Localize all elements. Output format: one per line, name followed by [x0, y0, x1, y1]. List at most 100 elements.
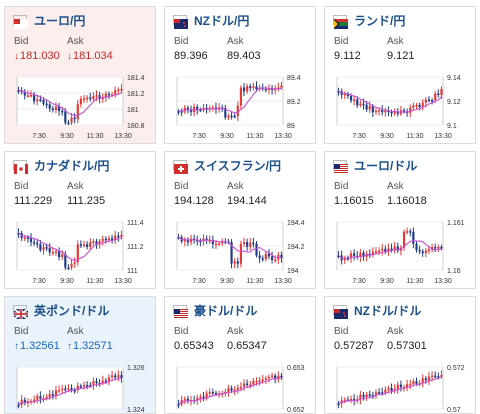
pair-name[interactable]: NZドル/ドル [354, 303, 422, 318]
tile-header[interactable]: 英ポンド/ドル [13, 303, 110, 320]
flag-icon [333, 160, 348, 174]
candle-body [424, 378, 427, 381]
candle-body [110, 375, 114, 378]
chart-x-tick-label: 9:30 [380, 133, 394, 140]
pair-name[interactable]: 豪ドル/ドル [194, 303, 258, 318]
pair-name[interactable]: ランド/円 [354, 13, 406, 28]
candle-body [17, 404, 20, 407]
candle-body [261, 258, 264, 260]
chart-y-tick-label: 181.2 [127, 91, 145, 98]
moving-average-line [178, 236, 282, 259]
rate-tile-audusd[interactable]: 豪ドル/ドル Bid Ask 0.65343 0.65347 0.653 0.652 [164, 296, 316, 414]
chart-x-tick-label: 7:30 [192, 133, 206, 140]
candle-body [117, 235, 120, 238]
rate-tile-gbpusd[interactable]: 英ポンド/ドル Bid Ask ↑1.32561 ↑1.32571 1.326 1.324 [4, 296, 156, 414]
pair-name[interactable]: ユーロ/ドル [354, 158, 418, 173]
candle-body [387, 388, 390, 390]
chart-y-tick-label: 0.653 [287, 365, 305, 372]
pair-name[interactable]: スイスフラン/円 [194, 158, 281, 173]
rate-tile-nzdusd[interactable]: NZドル/ドル Bid Ask 0.57287 0.57301 0.572 0.57 [324, 296, 476, 414]
candle-body [424, 99, 427, 103]
price-chart[interactable]: 181.4 181.2 181 180.8 7:30 9:30 11:30 13:30 [11, 71, 151, 141]
candle-body [23, 399, 26, 403]
candle-body [67, 388, 70, 390]
ask-value: 1.16018 [387, 195, 427, 207]
candle-body [73, 117, 76, 120]
pair-name[interactable]: NZドル/円 [194, 13, 250, 28]
rate-tile-zarjpy[interactable]: ランド/円 Bid Ask 9.112 9.121 9.14 9.12 9.1 7:30 9:30… [324, 6, 476, 144]
candle-body [239, 87, 243, 106]
price-chart[interactable]: 1.326 1.324 [11, 361, 151, 413]
tile-header[interactable]: カナダドル/円 [13, 158, 110, 174]
candle-body [393, 246, 396, 251]
candle-body [89, 97, 92, 100]
rate-tile-cadjpy[interactable]: カナダドル/円 Bid Ask 111.229 111.235 111.4 111.2 111… [4, 151, 156, 289]
candle-body [64, 254, 67, 268]
candle-body [402, 231, 406, 248]
bid-value: 111.229 [14, 195, 53, 207]
candle-body [261, 379, 264, 381]
tile-header[interactable]: 豪ドル/ドル [173, 303, 258, 319]
chart-x-tick-label: 13:30 [274, 278, 292, 285]
candle-body [252, 86, 255, 89]
candle-body [349, 253, 353, 259]
ask-label: Ask [227, 36, 244, 47]
candle-body [208, 392, 211, 394]
candle-body [110, 238, 114, 240]
chart-y-tick-label: 111.2 [127, 244, 144, 251]
chart-y-tick-label: 1.161 [447, 220, 465, 227]
tile-header[interactable]: NZドル/円 [173, 13, 250, 29]
pair-name[interactable]: 英ポンド/ドル [34, 303, 110, 318]
candle-body [33, 94, 36, 102]
candle-body [406, 384, 409, 388]
candle-body [346, 93, 350, 97]
candle-body [79, 244, 83, 246]
pair-name[interactable]: ユーロ/円 [34, 13, 86, 28]
tile-header[interactable]: ユーロ/円 [13, 13, 86, 29]
rate-tile-eurusd[interactable]: ユーロ/ドル Bid Ask 1.16015 1.16018 1.161 1.16 7:30 9… [324, 151, 476, 289]
candle-body [371, 395, 374, 397]
candle-body [196, 239, 199, 242]
candle-body [57, 251, 61, 258]
rate-tile-eurjpy[interactable]: ユーロ/円 Bid Ask ↓181.030 ↓181.034 181.4 181.2 181… [4, 6, 156, 144]
price-chart[interactable]: 0.653 0.652 [171, 361, 311, 413]
candle-body [239, 386, 243, 389]
pair-name[interactable]: カナダドル/円 [34, 158, 110, 173]
candle-body [343, 399, 346, 402]
candle-body [208, 240, 211, 242]
candle-body [120, 235, 123, 237]
candle-body [236, 387, 239, 390]
candle-body [359, 103, 362, 106]
chart-x-tick-label: 7:30 [32, 133, 46, 140]
candle-body [107, 238, 111, 241]
price-chart[interactable]: 1.161 1.16 7:30 9:30 11:30 13:30 [331, 216, 471, 286]
candle-body [274, 259, 277, 262]
tile-header[interactable]: ユーロ/ドル [333, 158, 418, 174]
candle-body [252, 381, 255, 385]
price-chart[interactable]: 9.14 9.12 9.1 7:30 9:30 11:30 13:30 [331, 71, 471, 141]
tile-header[interactable]: ランド/円 [333, 13, 406, 29]
tile-header[interactable]: NZドル/ドル [333, 303, 422, 319]
ask-label: Ask [387, 326, 404, 337]
price-chart[interactable]: 194.4 194.2 194 7:30 9:30 11:30 13:30 [171, 216, 311, 286]
price-chart[interactable]: 89.4 89.2 89 7:30 9:30 11:30 13:30 [171, 71, 311, 141]
candle-body [114, 235, 117, 240]
candle-body [440, 246, 443, 249]
price-chart[interactable]: 0.572 0.57 [331, 361, 471, 413]
candle-body [434, 247, 437, 249]
candle-body [177, 111, 180, 113]
tile-header[interactable]: スイスフラン/円 [173, 158, 281, 174]
candle-body [362, 252, 365, 257]
chart-y-tick-label: 194 [287, 268, 299, 275]
candle-body [437, 93, 440, 96]
rate-tile-nzdjpy[interactable]: NZドル/円 Bid Ask 89.396 89.403 89.4 89.2 89 7:30 9:… [164, 6, 316, 144]
trend-down-icon: ↓ [14, 51, 19, 62]
rate-tile-chfjpy[interactable]: スイスフラン/円 Bid Ask 194.128 194.144 194.4 194.2 19… [164, 151, 316, 289]
candle-body [214, 392, 218, 395]
chart-plot-area [336, 366, 444, 410]
candle-body [120, 375, 123, 378]
candle-body [258, 380, 261, 383]
bid-label: Bid [14, 181, 29, 192]
price-chart[interactable]: 111.4 111.2 111 7:30 9:30 11:30 13:30 [11, 216, 151, 286]
candle-body [430, 100, 434, 102]
